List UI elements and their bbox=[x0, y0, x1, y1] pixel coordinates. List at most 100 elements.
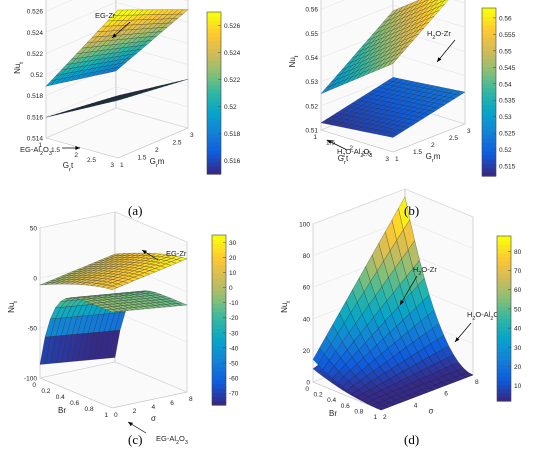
colorbar-band bbox=[482, 129, 496, 135]
x-axis: 1 1.5 2 2.5 3 Grt bbox=[313, 134, 389, 166]
panel-label-d: (d) bbox=[404, 432, 420, 447]
colorbar-band bbox=[212, 298, 226, 304]
colorbar-band bbox=[207, 16, 221, 21]
surface-lower bbox=[45, 79, 189, 118]
colorbar-band bbox=[497, 252, 511, 258]
colorbar-tick-label: 10 bbox=[514, 383, 522, 390]
colorbar-band bbox=[207, 40, 221, 45]
surface-patch bbox=[387, 57, 399, 66]
annotations: EG-Zr EG-Al2O3 bbox=[127, 249, 188, 446]
colorbar-band bbox=[212, 320, 226, 325]
y-tick-label: 1.5 bbox=[138, 155, 147, 162]
colorbar-band bbox=[207, 72, 221, 78]
y-tick-label: 2.5 bbox=[449, 135, 458, 142]
colorbar-band bbox=[497, 339, 511, 344]
colorbar-band bbox=[482, 54, 496, 59]
z-tick-label: 0.522 bbox=[27, 51, 44, 58]
panel-label-a: (a) bbox=[128, 203, 143, 218]
colorbar-tick-label: 0.518 bbox=[224, 131, 241, 138]
colorbar-band bbox=[207, 97, 221, 102]
x-tick-label: 0.8 bbox=[354, 408, 363, 415]
colorbar-tick-label: -30 bbox=[229, 330, 239, 337]
x-axis: 0 0.2 0.4 0.6 0.8 1 Br bbox=[32, 382, 108, 419]
z-tick-label: 0 bbox=[33, 276, 37, 283]
z-tick-label: 0.526 bbox=[27, 9, 44, 16]
colorbar-band bbox=[482, 8, 496, 13]
colorbar-tick-label: 40 bbox=[514, 326, 522, 333]
colorbar-band bbox=[212, 358, 226, 364]
colorbar-band bbox=[207, 149, 221, 155]
colorbar-band bbox=[212, 362, 226, 368]
colorbar-band bbox=[497, 248, 511, 254]
x-tick-label: 1.5 bbox=[51, 147, 60, 154]
colorbar-band bbox=[482, 104, 496, 110]
colorbar-tick-label: 20 bbox=[514, 364, 522, 371]
x-axis: 0 0.2 0.4 0.6 0.8 1 Br bbox=[305, 386, 377, 421]
colorbar-band bbox=[482, 96, 496, 101]
colorbar-band bbox=[212, 396, 226, 402]
x-tick-label: 3 bbox=[110, 162, 114, 169]
annotation-arrowhead bbox=[142, 250, 147, 255]
colorbar-band bbox=[207, 157, 221, 163]
colorbar-band bbox=[497, 277, 511, 282]
colorbar-tick-label: 0.545 bbox=[499, 65, 516, 72]
y-tick-label: 4 bbox=[414, 402, 418, 409]
colorbar-band bbox=[207, 169, 221, 175]
z-axis-label: Nut bbox=[288, 55, 300, 67]
colorbar-band bbox=[482, 33, 496, 38]
colorbar-band bbox=[207, 32, 221, 37]
z-axis: 0.5140.5160.5180.520.5220.5240.5260.528N… bbox=[13, 9, 44, 143]
x-tick-label: 2 bbox=[349, 145, 353, 152]
colorbar-band bbox=[497, 384, 511, 390]
colorbar-band bbox=[482, 108, 496, 114]
colorbar-band bbox=[212, 256, 226, 262]
y-tick-label: 2 bbox=[431, 142, 435, 149]
surface-lower bbox=[320, 77, 466, 138]
colorbar-band bbox=[207, 48, 221, 54]
colorbar-band bbox=[497, 281, 511, 287]
colorbar-band bbox=[212, 337, 226, 342]
surface-upper bbox=[320, 0, 449, 94]
colorbar-band bbox=[212, 383, 226, 389]
colorbar-band bbox=[212, 264, 226, 270]
colorbar-band bbox=[212, 281, 226, 287]
y-axis-label: Grm bbox=[150, 157, 165, 169]
colorbar-band bbox=[207, 24, 221, 29]
colorbar-band bbox=[207, 101, 221, 106]
colorbar-band bbox=[497, 297, 511, 303]
colorbar-tick-label: 0.524 bbox=[224, 50, 241, 57]
colorbar-tick-label: 60 bbox=[514, 287, 522, 294]
y-tick-label: 2 bbox=[133, 408, 137, 415]
annotation-arrowhead bbox=[437, 57, 442, 62]
x-tick-label: 2.5 bbox=[87, 157, 96, 164]
y-axis-label: σ bbox=[429, 407, 434, 416]
colorbar-band bbox=[482, 146, 496, 152]
series-label: EG-Zr bbox=[95, 11, 116, 20]
z-tick-label: 60 bbox=[303, 285, 311, 292]
panel-label-b: (b) bbox=[404, 203, 420, 218]
colorbar-band bbox=[482, 41, 496, 47]
colorbar-band bbox=[212, 269, 226, 274]
colorbar-band bbox=[482, 150, 496, 156]
colorbar-tick-label: -60 bbox=[229, 375, 239, 382]
z-gridline bbox=[45, 0, 189, 12]
colorbar-band bbox=[482, 50, 496, 55]
colorbar-band bbox=[207, 153, 221, 159]
colorbar-tick-label: -20 bbox=[229, 315, 239, 322]
colorbar-band bbox=[482, 117, 496, 122]
colorbar-tick-label: 0.52 bbox=[499, 147, 512, 154]
colorbar-band bbox=[207, 56, 221, 62]
colorbar-tick-label: -40 bbox=[229, 345, 239, 352]
z-axis-label: Nut bbox=[7, 301, 19, 313]
surface-patch bbox=[106, 309, 118, 313]
colorbar-band bbox=[497, 326, 511, 332]
z-tick-label: 0.518 bbox=[27, 93, 44, 100]
colorbar-band bbox=[212, 332, 226, 338]
x-tick-label: 0.2 bbox=[41, 388, 50, 395]
colorbar-band bbox=[497, 273, 511, 278]
colorbar-band bbox=[212, 375, 226, 381]
colorbar-band bbox=[482, 167, 496, 173]
x-tick-label: 0 bbox=[32, 382, 36, 389]
